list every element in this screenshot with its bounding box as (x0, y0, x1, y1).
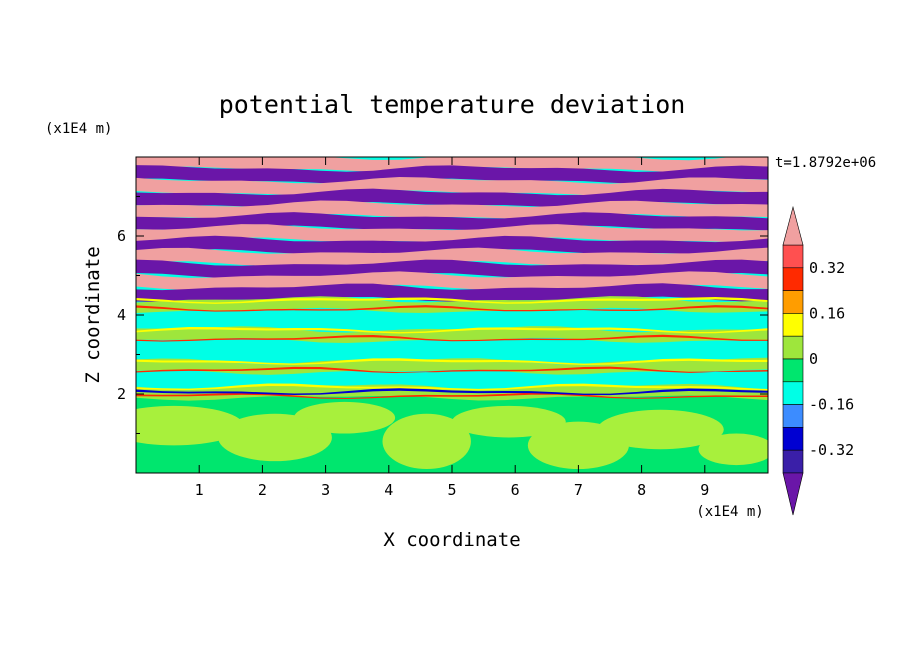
colorbar: 0.32 0.16 0 -0.16 -0.32 (782, 205, 854, 516)
field-band (136, 358, 768, 365)
colorbar-swatch (782, 427, 804, 451)
field-blob (382, 413, 471, 470)
colorbar-swatch (782, 449, 804, 474)
y-tick-label: 4 (117, 306, 126, 324)
x-axis-label: X coordinate (383, 529, 520, 551)
chart-title: potential temperature deviation (219, 90, 686, 119)
field-blob (136, 405, 244, 446)
colorbar-swatch (782, 313, 804, 337)
time-label: t=1.8792e+06 (775, 155, 876, 171)
y-scale-note: (x1E4 m) (45, 121, 112, 137)
field-band (136, 357, 768, 375)
field-band (136, 176, 768, 196)
x-tick-label: 3 (321, 481, 330, 499)
field-band (136, 271, 768, 291)
field-band (136, 297, 768, 304)
colorbar-tick-label: 0.16 (809, 304, 845, 322)
colorbar-over-arrow (782, 205, 804, 246)
x-tick-label: 8 (637, 481, 646, 499)
colorbar-swatch (782, 381, 804, 405)
field-band (136, 224, 768, 243)
x-tick-label: 4 (384, 481, 393, 499)
x-tick-label: 5 (447, 481, 456, 499)
contour-field (136, 157, 768, 473)
y-axis-label: Z coordinate (82, 246, 104, 383)
field-band (136, 341, 768, 359)
colorbar-swatch (782, 267, 804, 291)
field-band (136, 235, 768, 255)
x-tick-label: 6 (511, 481, 520, 499)
field-blob (698, 433, 768, 466)
field-band (136, 392, 768, 400)
field-band (136, 305, 768, 312)
y-tick-label: 2 (117, 385, 126, 403)
colorbar-tick-label: -0.32 (809, 441, 854, 459)
x-tick-label: 1 (195, 481, 204, 499)
field-band (136, 247, 768, 266)
x-axis: 1 2 3 4 5 6 7 8 9 (195, 157, 709, 499)
x-tick-label: 2 (258, 481, 267, 499)
field-band (136, 327, 768, 334)
field-band (136, 212, 768, 231)
colorbar-swatch (782, 244, 804, 269)
field-blob (597, 409, 724, 450)
colorbar-swatch (782, 290, 804, 314)
colorbar-swatch (782, 358, 804, 383)
colorbar-tick-label: 0.32 (809, 259, 845, 277)
field-band (136, 309, 768, 328)
colorbar-swatch (782, 335, 804, 360)
colorbar-tick-label: 0 (809, 350, 818, 368)
field-band (136, 383, 768, 391)
x-scale-note: (x1E4 m) (696, 504, 763, 520)
field-band (136, 388, 768, 396)
field-blob (294, 401, 396, 434)
field-band (136, 366, 768, 374)
field-blob (452, 405, 566, 438)
colorbar-tick-label: -0.16 (809, 396, 854, 414)
y-tick-label: 6 (117, 227, 126, 245)
colorbar-under-arrow (782, 472, 804, 516)
x-tick-label: 9 (700, 481, 709, 499)
field-band (136, 334, 768, 342)
field-band (136, 165, 768, 184)
y-axis: 2 4 6 (117, 196, 768, 434)
x-tick-label: 7 (574, 481, 583, 499)
colorbar-swatch (782, 404, 804, 428)
field-band (136, 259, 768, 278)
